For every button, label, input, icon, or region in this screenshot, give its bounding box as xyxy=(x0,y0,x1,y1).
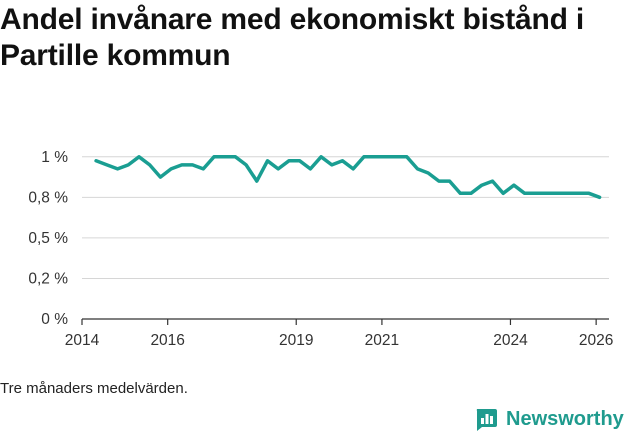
y-tick-label: 0,5 % xyxy=(28,230,68,247)
brand-name: Newsworthy xyxy=(506,407,624,430)
x-tick-label: 2016 xyxy=(150,332,184,349)
chart-note: Tre månaders medelvärden. xyxy=(0,380,188,397)
series-group xyxy=(94,155,602,200)
gridlines xyxy=(82,156,609,279)
y-tick-label: 0,8 % xyxy=(28,189,68,206)
line-chart: 0 %0,2 %0,5 %0,8 %1 % 2014 2016 2019 2021 20… xyxy=(28,149,613,349)
x-axis-ticks: 2014 2016 2019 2021 2024 2026 xyxy=(65,319,613,349)
x-tick-label: 2014 xyxy=(65,332,100,349)
y-tick-label: 0 % xyxy=(41,311,68,328)
y-tick-label: 0,2 % xyxy=(28,270,68,287)
series-line xyxy=(94,155,602,200)
x-tick-label: 2021 xyxy=(365,332,399,349)
x-tick-label: 2024 xyxy=(493,332,528,349)
y-axis-ticks: 0 % 0,2 % 0,5 % 0,8 % 1 % xyxy=(28,149,68,328)
y-tick-label: 1 % xyxy=(41,149,68,166)
bar-chart-speech-icon xyxy=(476,409,497,431)
x-tick-label: 2026 xyxy=(579,332,613,349)
brand-footer[interactable]: Newsworthy xyxy=(474,407,624,431)
x-tick-label: 2019 xyxy=(279,332,313,349)
chart-title: Andel invånare med ekonomiskt bistånd i … xyxy=(0,3,585,72)
